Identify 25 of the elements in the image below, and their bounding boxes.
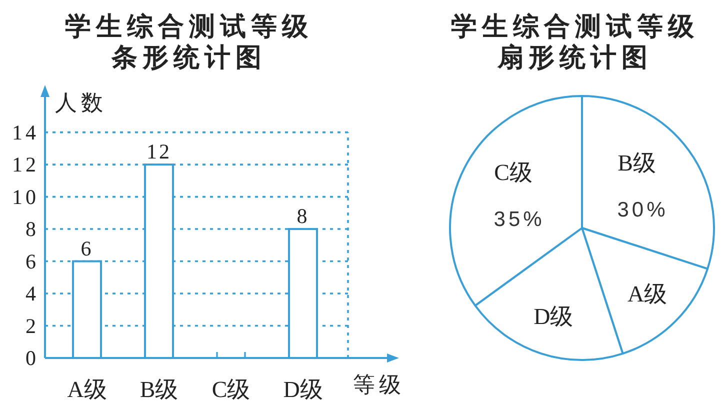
x-axis-title: 等级 <box>353 372 405 397</box>
data-label: 30% <box>617 198 668 222</box>
slice-label: D级 <box>534 304 574 329</box>
chart-title: 学生综合测试等级扇形统计图 <box>451 12 699 73</box>
x-tick-label: B级 <box>140 377 178 402</box>
y-tick-label: 12 <box>12 152 39 177</box>
data-label: 35% <box>494 208 545 232</box>
y-axis-title: 人数 <box>55 90 107 115</box>
slice-label: B级 <box>618 150 656 176</box>
data-label: 8 <box>296 204 310 228</box>
data-label: 6 <box>80 236 94 260</box>
x-tick-label: A级 <box>67 377 107 402</box>
y-tick-label: 8 <box>26 217 39 242</box>
y-tick-label: 10 <box>12 184 39 209</box>
x-tick-label: D级 <box>283 377 323 402</box>
x-tick-label: C级 <box>212 377 250 402</box>
y-tick-label: 6 <box>26 249 39 274</box>
y-tick-label: 14 <box>12 120 39 144</box>
chart-title: 学生综合测试等级条形统计图 <box>65 12 313 73</box>
slice-label: C级 <box>494 160 532 186</box>
y-tick-label: 4 <box>26 282 39 306</box>
y-tick-label: 2 <box>26 314 39 338</box>
y-tick-label: 0 <box>26 346 39 370</box>
data-label: 12 <box>146 140 172 164</box>
slice-label: A级 <box>628 281 668 306</box>
